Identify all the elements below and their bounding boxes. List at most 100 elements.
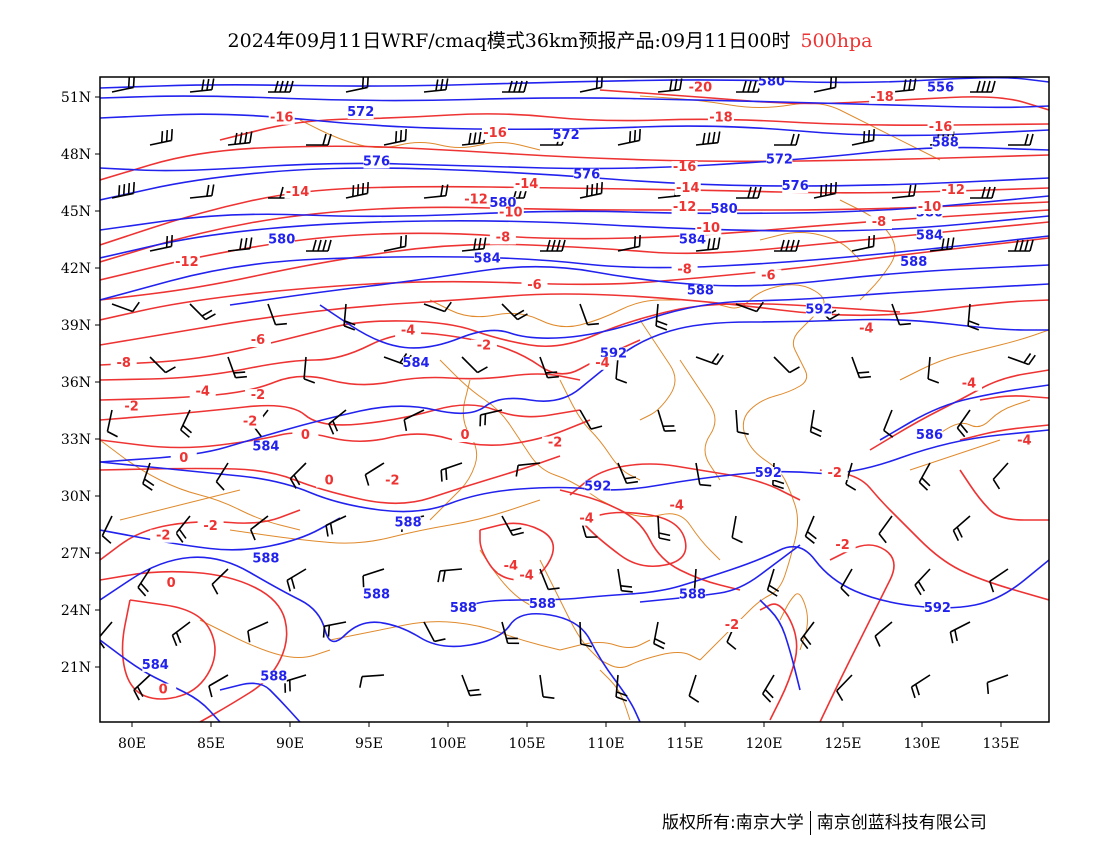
temperature-contour-label: -2 [835, 538, 849, 553]
height-contour-label: 588 [395, 515, 422, 530]
height-contour-label: 580 [758, 75, 785, 90]
lon-tick-label: 85E [197, 736, 225, 752]
temperature-contour-label: -6 [761, 268, 775, 283]
temperature-contour-label: 0 [325, 474, 334, 489]
copyright-owner: 版权所有:南京大学 [662, 813, 804, 833]
temperature-contour-label: -16 [929, 120, 953, 135]
height-contour-label: 584 [679, 232, 706, 247]
height-contour-label: 592 [924, 601, 951, 616]
temperature-contour-label: -2 [725, 618, 739, 633]
temperature-contour-label: -4 [401, 324, 415, 339]
lat-tick-label: 39N [61, 318, 91, 334]
height-contour-label: 586 [916, 428, 943, 443]
lon-tick-label: 135E [983, 736, 1020, 752]
temperature-contour-label: -4 [595, 356, 609, 371]
temperature-contour-label: 0 [301, 428, 310, 443]
height-contour-label: 584 [916, 229, 943, 244]
lon-tick-label: 100E [430, 736, 467, 752]
lat-tick-label: 42N [61, 261, 91, 277]
temperature-contour-label: -12 [175, 255, 199, 270]
lat-tick-label: 30N [61, 489, 91, 505]
geographic-borders [100, 95, 1049, 721]
temperature-contour-label: -6 [527, 278, 541, 293]
height-contour-labels: 5805565725725885765765725765805805805805… [142, 75, 959, 684]
temperature-contour-label: -4 [1017, 434, 1031, 449]
temperature-contour-label: -16 [270, 111, 294, 126]
temperature-contour-label: -2 [385, 474, 399, 489]
height-contour-label: 592 [584, 479, 611, 494]
height-contour-label: 588 [450, 601, 477, 616]
temperature-contour-label: -4 [962, 377, 976, 392]
height-contour-label: 580 [268, 232, 295, 247]
footer-separator [809, 811, 811, 835]
temperature-contour-label: -2 [548, 436, 562, 451]
height-contour-label: 588 [687, 284, 714, 299]
temperature-contour-label: -10 [918, 200, 942, 215]
lon-tick-label: 105E [509, 736, 546, 752]
height-contour-label: 588 [252, 552, 279, 567]
lat-tick-label: 21N [61, 660, 91, 676]
height-contour-label: 576 [573, 168, 600, 183]
height-contour-label: 584 [474, 251, 501, 266]
temperature-contour-label: -12 [673, 200, 697, 215]
lat-tick-label: 45N [61, 204, 91, 220]
temperature-contour-label: -12 [464, 192, 488, 207]
map-frame [99, 76, 1050, 723]
height-contour-label: 592 [805, 303, 832, 318]
height-contour-label: 572 [347, 105, 374, 120]
height-contour-label: 592 [755, 466, 782, 481]
temperature-contour-label: -14 [676, 181, 700, 196]
lon-tick-label: 80E [118, 736, 146, 752]
height-contour-label: 584 [252, 439, 279, 454]
copyright-footer: 版权所有:南京大学 南京创蓝科技有限公司 [662, 808, 987, 835]
lat-tick-label: 36N [61, 375, 91, 391]
lat-tick-label: 24N [61, 603, 91, 619]
temperature-contour-label: 0 [460, 428, 469, 443]
temperature-contour-label: -20 [689, 80, 713, 95]
temperature-contour-label: -2 [477, 339, 491, 354]
copyright-company: 南京创蓝科技有限公司 [816, 813, 987, 833]
geopotential-height-contours [100, 77, 1049, 722]
lon-tick-label: 120E [746, 736, 783, 752]
lat-tick-label: 51N [61, 90, 91, 106]
temperature-contour-label: -4 [579, 512, 593, 527]
lon-tick-label: 90E [276, 736, 304, 752]
height-contour-label: 588 [529, 597, 556, 612]
temperature-contour-label: -8 [872, 215, 886, 230]
temperature-contour-label: 0 [159, 683, 168, 698]
temperature-contour-label: -10 [697, 221, 721, 236]
temperature-contour-label: -18 [709, 111, 733, 126]
temperature-contour-label: -2 [827, 466, 841, 481]
temperature-contour-label: -16 [673, 160, 697, 175]
lon-tick-label: 125E [825, 736, 862, 752]
height-contour-label: 584 [402, 356, 429, 371]
temperature-contour-label: -2 [156, 529, 170, 544]
height-contour-label: 588 [260, 669, 287, 684]
lat-tick-label: 27N [61, 546, 91, 562]
lat-tick-label: 48N [61, 147, 91, 163]
map-title: 2024年09月11日WRF/cmaq模式36km预报产品:09月11日00时 5… [0, 26, 1100, 53]
height-contour-label: 588 [363, 588, 390, 603]
lat-tick-label: 33N [61, 432, 91, 448]
temperature-contour-label: -8 [677, 263, 691, 278]
pressure-level-label: 500hpa [800, 30, 873, 52]
temperature-contour-label: -12 [941, 183, 965, 198]
temperature-contour-label: -2 [251, 388, 265, 403]
temperature-contour-label: -18 [870, 90, 894, 105]
title-text: 2024年09月11日WRF/cmaq模式36km预报产品:09月11日00时 [227, 30, 791, 52]
temperature-contour-label: -8 [116, 356, 130, 371]
temperature-contour-labels: -20-18-16 -18-16-16-16-14-14 -14 -12-12-12-… [110, 80, 1038, 698]
temperature-contour-label: -8 [496, 230, 510, 245]
temperature-contour-label: -2 [203, 519, 217, 534]
temperature-contour-label: -14 [515, 177, 539, 192]
temperature-contour-label: -6 [251, 333, 265, 348]
height-contour-label: 576 [363, 154, 390, 169]
temperature-contour-label: -16 [483, 126, 507, 141]
lon-tick-label: 115E [667, 736, 704, 752]
height-contour-label: 580 [711, 202, 738, 217]
temperature-contour-label: -2 [243, 415, 257, 430]
height-contour-label: 576 [782, 179, 809, 194]
temperature-contour-label: -14 [286, 185, 310, 200]
temperature-contour-label: -4 [859, 322, 873, 337]
